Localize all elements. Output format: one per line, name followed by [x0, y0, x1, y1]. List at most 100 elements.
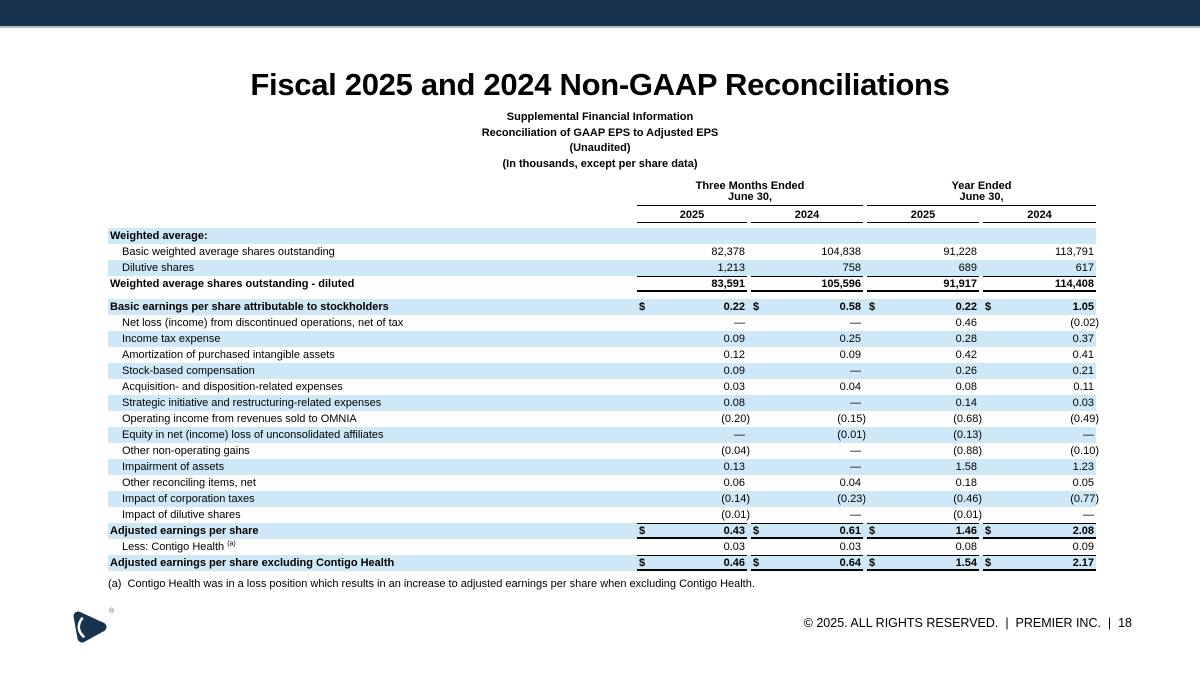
cell-value: (0.46)	[867, 491, 982, 507]
table-row: Other reconciling items, net 0.06 0.04 0.18…	[108, 475, 1096, 491]
cell-value: 1,213	[637, 260, 747, 276]
column-header-2025-q: 2025	[637, 208, 747, 223]
dollar-sign: $	[985, 524, 992, 537]
cell-number: (0.01)	[837, 429, 866, 441]
table-row: Impact of dilutive shares (0.01) — (0.01) —	[108, 507, 1096, 523]
cell-number: 83,591	[711, 277, 745, 290]
table-row: Basic weighted average shares outstandin…	[108, 244, 1096, 260]
cell-value: 91,917	[867, 276, 979, 292]
cell-value: 0.11	[983, 379, 1096, 395]
table-row: Adjusted earnings per share excluding Co…	[108, 555, 1096, 571]
table-row: Dilutive shares 1,213 758 689 617	[108, 260, 1096, 276]
cell-number: 0.09	[723, 365, 745, 377]
cell-number: —	[1083, 509, 1094, 521]
cell-number: 2.17	[1072, 556, 1094, 569]
cell-value: 0.26	[867, 363, 979, 379]
row-gap	[108, 292, 1096, 299]
table-row: Acquisition- and disposition-related exp…	[108, 379, 1096, 395]
row-label: Basic weighted average shares outstandin…	[122, 246, 335, 258]
cell-number: 104,838	[821, 246, 861, 258]
caption-line: (In thousands, except per share data)	[502, 158, 698, 171]
cell-number: (0.77)	[1070, 493, 1099, 505]
cell-number: —	[850, 461, 861, 473]
cell-value: 617	[983, 260, 1096, 276]
cell-value: 0.13	[637, 459, 747, 475]
cell-number: (0.01)	[953, 509, 982, 521]
table-body: Weighted average: Basic weighted average …	[108, 228, 1099, 571]
cell-number: (0.68)	[953, 413, 982, 425]
cell-value: 0.04	[751, 379, 863, 395]
cell-number: 0.42	[955, 349, 977, 361]
cell-number: 0.26	[955, 365, 977, 377]
cell-number: —	[734, 429, 745, 441]
row-label: Weighted average shares outstanding - di…	[110, 278, 355, 290]
row-label: Adjusted earnings per share	[110, 525, 259, 537]
cell-number: —	[850, 509, 861, 521]
cell-number: 0.03	[723, 541, 745, 553]
column-group-three-months: Three Months Ended June 30,	[637, 181, 863, 206]
caption-line: (Unaudited)	[569, 142, 631, 155]
cell-number: 0.61	[839, 524, 861, 537]
cell-value: (0.01)	[637, 507, 750, 523]
cell-number: (0.14)	[721, 493, 750, 505]
cell-value	[637, 228, 747, 244]
cell-value: —	[637, 315, 747, 331]
cell-number: (0.10)	[1070, 445, 1099, 457]
row-label: Adjusted earnings per share excluding Co…	[110, 557, 395, 569]
cell-value: (0.13)	[867, 427, 982, 443]
cell-number: 91,228	[943, 246, 977, 258]
row-label: Less: Contigo Health (a)	[122, 540, 236, 553]
cell-number: 0.64	[839, 556, 861, 569]
table-row: Operating income from revenues sold to O…	[108, 411, 1099, 427]
cell-number: 0.43	[723, 524, 745, 537]
column-header-2025-y: 2025	[867, 208, 979, 223]
cell-value: —	[751, 363, 863, 379]
table-row: Net loss (income) from discontinued oper…	[108, 315, 1099, 331]
cell-value: 0.42	[867, 347, 979, 363]
table-row: Less: Contigo Health (a) 0.03 0.03 0.08 0.09	[108, 539, 1096, 555]
cell-value: (0.01)	[751, 427, 866, 443]
cell-value: (0.88)	[867, 443, 982, 459]
cell-value: —	[751, 443, 863, 459]
premier-logo	[73, 611, 107, 643]
cell-number: 1.05	[1072, 301, 1094, 313]
cell-number: 0.22	[723, 301, 745, 313]
cell-value: $1.46	[867, 523, 979, 539]
cell-value: $0.22	[637, 299, 747, 315]
cell-value: —	[751, 315, 863, 331]
cell-value: (0.04)	[637, 443, 750, 459]
column-header-2024-q: 2024	[751, 208, 863, 223]
table-row: Basic earnings per share attributable to…	[108, 299, 1096, 315]
cell-number: —	[850, 397, 861, 409]
cell-value: 1.23	[983, 459, 1096, 475]
cell-number: 0.04	[839, 477, 861, 489]
cell-value: 0.03	[637, 539, 747, 555]
cell-number: 0.05	[1072, 477, 1094, 489]
row-label: Income tax expense	[122, 333, 221, 345]
cell-number: 2.08	[1072, 524, 1094, 537]
dollar-sign: $	[639, 524, 646, 537]
cell-value	[751, 228, 863, 244]
row-label: Other reconciling items, net	[122, 477, 256, 489]
cell-number: (0.01)	[721, 509, 750, 521]
row-label: Impairment of assets	[122, 461, 225, 473]
cell-value: $0.46	[637, 555, 747, 571]
cell-value: (0.49)	[983, 411, 1099, 427]
cell-value: 0.41	[983, 347, 1096, 363]
cell-value	[867, 228, 979, 244]
cell-value: 0.03	[751, 539, 863, 555]
dollar-sign: $	[985, 301, 992, 313]
row-label: Strategic initiative and restructuring-r…	[122, 397, 382, 409]
page-title: Fiscal 2025 and 2024 Non-GAAP Reconcilia…	[250, 66, 950, 102]
cell-value: 0.14	[867, 395, 979, 411]
top-accent-bar	[0, 0, 1200, 28]
table-row: Amortization of purchased intangible ass…	[108, 347, 1096, 363]
cell-number: 0.12	[723, 349, 745, 361]
cell-value: (0.01)	[867, 507, 982, 523]
cell-number: —	[850, 445, 861, 457]
cell-number: —	[1083, 429, 1094, 441]
cell-number: 1.58	[955, 461, 977, 473]
cell-number: 0.08	[723, 397, 745, 409]
cell-number: 0.09	[723, 333, 745, 345]
cell-number: (0.15)	[837, 413, 866, 425]
